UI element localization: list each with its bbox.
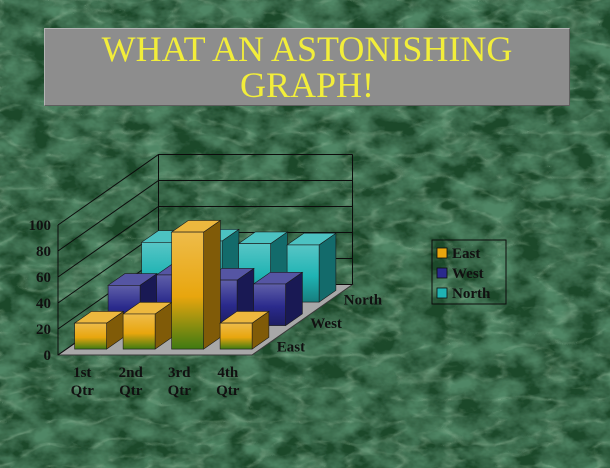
legend-label: North [452, 286, 491, 302]
legend-label: West [452, 266, 484, 282]
depth-label-north: North [344, 292, 383, 308]
depth-label-east: East [277, 339, 305, 355]
depth-label-west: West [310, 316, 342, 332]
legend-entry-north: North [436, 286, 491, 302]
category-label: 3rd [168, 365, 191, 381]
category-label: Qtr [216, 383, 240, 399]
category-label: Qtr [71, 383, 95, 399]
chart-bars [73, 219, 337, 350]
y-tick-label: 40 [36, 296, 51, 312]
bar-east-4 [219, 310, 270, 350]
legend-entry-east: East [436, 246, 480, 262]
legend-swatch [436, 287, 448, 299]
y-tick-label: 20 [36, 322, 51, 338]
category-label: Qtr [168, 383, 192, 399]
y-tick-label: 80 [36, 244, 51, 260]
category-label: 4th [217, 365, 238, 381]
y-tick-label: 0 [44, 348, 52, 364]
y-tick-label: 100 [29, 218, 52, 234]
title-box: WHAT AN ASTONISHING GRAPH! [44, 28, 570, 106]
category-label: Qtr [119, 383, 143, 399]
legend-entry-west: West [436, 266, 484, 282]
chart-legend: East West North [431, 239, 507, 305]
legend-label: East [452, 246, 480, 262]
y-tick-label: 60 [36, 270, 51, 286]
chart-labels: 0 20 40 60 80 100 1st Qtr 2nd Qtr 3rd Qtr 4th Qtr East… [29, 218, 383, 399]
gridline [57, 154, 353, 226]
slide-title-line-1: WHAT AN ASTONISHING [101, 29, 513, 69]
legend-swatch [436, 267, 448, 279]
legend-box [431, 239, 507, 305]
bar-east-1 [73, 310, 125, 350]
category-label: 2nd [119, 365, 144, 381]
legend-swatch [436, 247, 448, 259]
slide-title-line-2: GRAPH! [239, 65, 374, 105]
category-label: 1st [73, 365, 91, 381]
bar-east-2 [122, 301, 173, 350]
bar-east-3 [170, 219, 222, 350]
